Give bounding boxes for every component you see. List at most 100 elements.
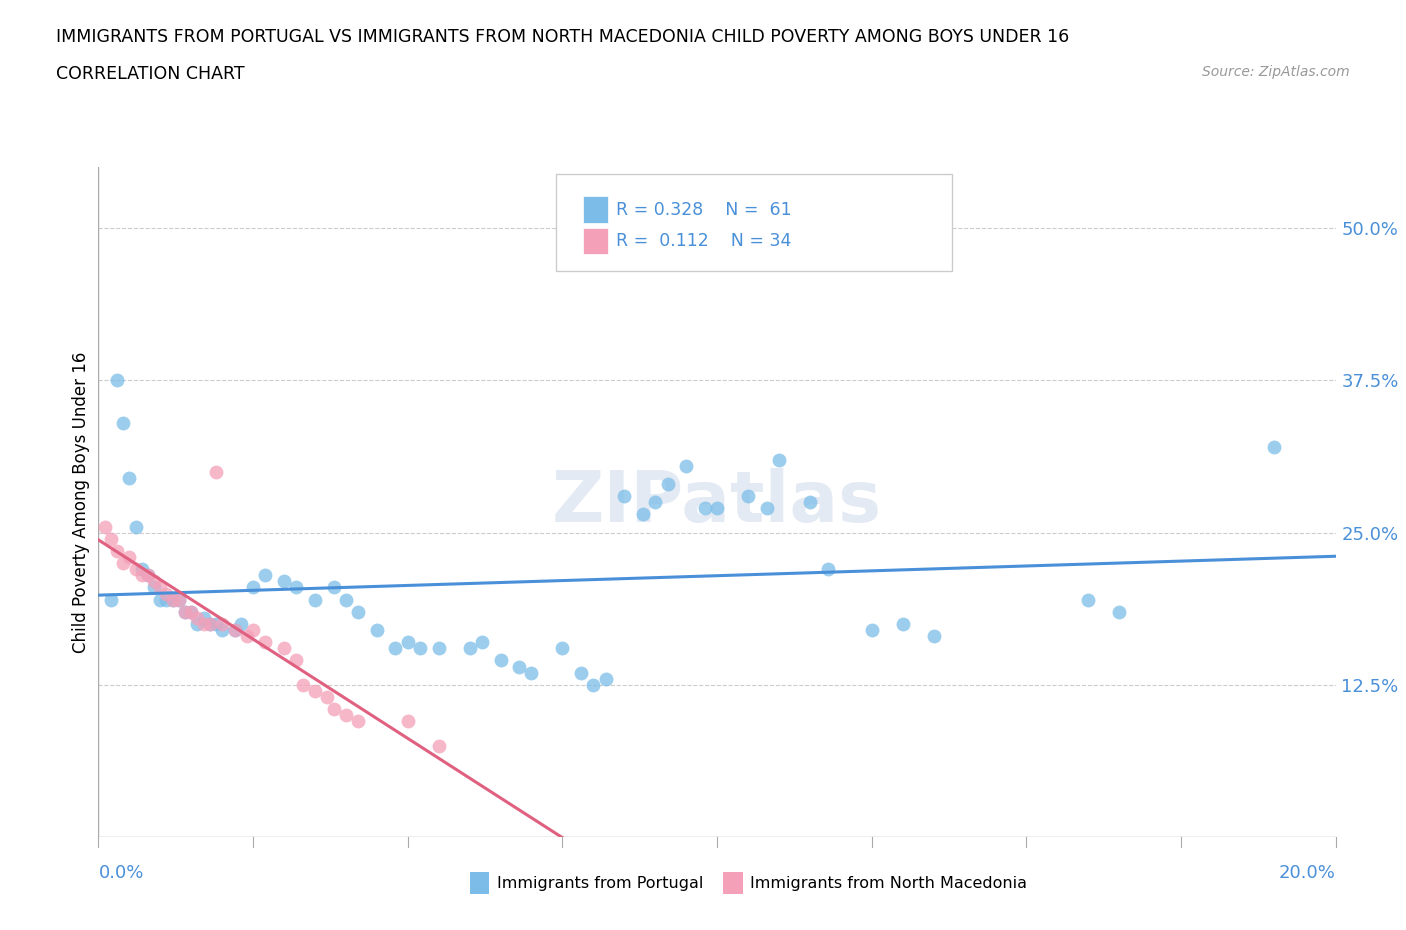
Point	[180, 604, 202, 619]
Point	[291, 677, 314, 692]
Point	[285, 653, 308, 668]
Point	[347, 604, 370, 619]
Point	[304, 592, 326, 607]
Point	[118, 471, 141, 485]
Text: R =  0.112    N = 34: R = 0.112 N = 34	[616, 232, 792, 250]
Text: CORRELATION CHART: CORRELATION CHART	[56, 65, 245, 83]
Point	[131, 568, 153, 583]
Point	[273, 574, 295, 589]
Point	[322, 580, 344, 595]
Point	[799, 495, 821, 510]
Point	[631, 507, 654, 522]
FancyBboxPatch shape	[723, 872, 742, 894]
Point	[136, 568, 159, 583]
Point	[162, 592, 184, 607]
Point	[551, 641, 574, 656]
Point	[205, 464, 228, 479]
Point	[242, 580, 264, 595]
Point	[112, 416, 135, 431]
Point	[162, 592, 184, 607]
Point	[755, 501, 778, 516]
Point	[1108, 604, 1130, 619]
Point	[285, 580, 308, 595]
Point	[105, 543, 128, 558]
FancyBboxPatch shape	[583, 196, 609, 223]
Point	[180, 604, 202, 619]
Text: R = 0.328    N =  61: R = 0.328 N = 61	[616, 201, 792, 219]
Point	[174, 604, 197, 619]
Point	[1077, 592, 1099, 607]
Text: 20.0%: 20.0%	[1279, 864, 1336, 882]
Text: ZIPatlas: ZIPatlas	[553, 468, 882, 537]
Point	[396, 714, 419, 729]
Point	[155, 586, 177, 601]
Point	[254, 568, 277, 583]
Point	[409, 641, 432, 656]
Point	[396, 635, 419, 650]
Point	[149, 592, 172, 607]
Point	[211, 622, 233, 637]
Point	[124, 519, 146, 534]
Point	[167, 592, 190, 607]
Text: IMMIGRANTS FROM PORTUGAL VS IMMIGRANTS FROM NORTH MACEDONIA CHILD POVERTY AMONG : IMMIGRANTS FROM PORTUGAL VS IMMIGRANTS F…	[56, 28, 1070, 46]
Point	[644, 495, 666, 510]
Point	[273, 641, 295, 656]
Point	[304, 684, 326, 698]
Text: Source: ZipAtlas.com: Source: ZipAtlas.com	[1202, 65, 1350, 79]
Point	[706, 501, 728, 516]
Point	[768, 452, 790, 467]
FancyBboxPatch shape	[557, 174, 952, 272]
Point	[489, 653, 512, 668]
Point	[693, 501, 716, 516]
Point	[471, 635, 494, 650]
Point	[167, 592, 190, 607]
Point	[100, 531, 122, 546]
Point	[508, 659, 530, 674]
Point	[93, 519, 115, 534]
Point	[520, 665, 543, 680]
Point	[112, 555, 135, 570]
Point	[186, 617, 208, 631]
Point	[229, 617, 252, 631]
Point	[198, 617, 221, 631]
Point	[242, 622, 264, 637]
Point	[236, 629, 259, 644]
Point	[224, 622, 246, 637]
Point	[922, 629, 945, 644]
Point	[211, 617, 233, 631]
Point	[335, 708, 357, 723]
Point	[193, 610, 215, 625]
Point	[193, 617, 215, 631]
Point	[657, 476, 679, 491]
Point	[143, 580, 166, 595]
Point	[224, 622, 246, 637]
Point	[675, 458, 697, 473]
Point	[384, 641, 406, 656]
Point	[347, 714, 370, 729]
Point	[891, 617, 914, 631]
Point	[427, 738, 450, 753]
Point	[205, 617, 228, 631]
Point	[860, 622, 883, 637]
Text: Immigrants from North Macedonia: Immigrants from North Macedonia	[751, 876, 1028, 891]
Text: 0.0%: 0.0%	[98, 864, 143, 882]
Point	[366, 622, 388, 637]
Point	[817, 562, 839, 577]
FancyBboxPatch shape	[470, 872, 489, 894]
Text: Immigrants from Portugal: Immigrants from Portugal	[496, 876, 703, 891]
Point	[595, 671, 617, 686]
Point	[174, 604, 197, 619]
Y-axis label: Child Poverty Among Boys Under 16: Child Poverty Among Boys Under 16	[72, 352, 90, 653]
Point	[100, 592, 122, 607]
Point	[131, 562, 153, 577]
Point	[254, 635, 277, 650]
Point	[737, 488, 759, 503]
Point	[143, 574, 166, 589]
Point	[582, 677, 605, 692]
Point	[124, 562, 146, 577]
Point	[458, 641, 481, 656]
Point	[136, 568, 159, 583]
Point	[335, 592, 357, 607]
FancyBboxPatch shape	[583, 228, 609, 255]
Point	[427, 641, 450, 656]
